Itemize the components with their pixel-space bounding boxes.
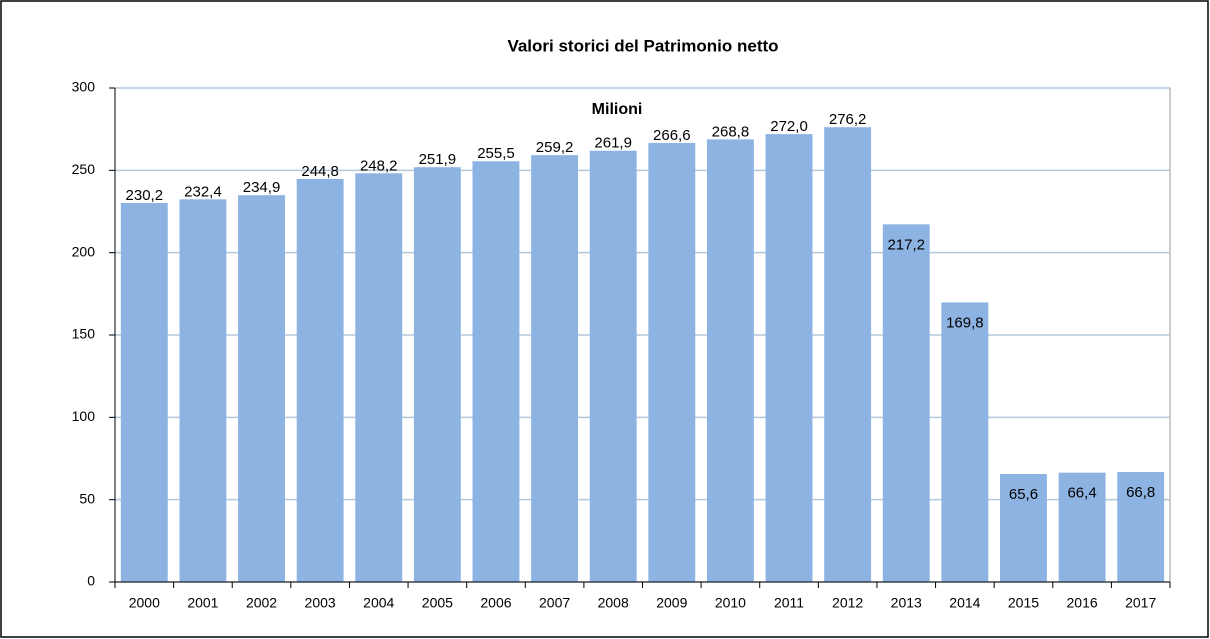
bar [238,195,285,582]
x-tick-label: 2011 [774,595,804,611]
bar [179,199,227,582]
x-tick-label: 2015 [1008,595,1039,611]
x-tick-label: 2000 [129,595,160,611]
bar [1058,472,1106,582]
y-tick-label: 100 [72,408,96,424]
value-label: 261,9 [594,135,632,152]
x-tick-label: 2009 [656,595,687,611]
x-tick-label: 2003 [305,595,336,611]
y-tick-label: 300 [72,79,96,95]
bar [1117,472,1165,582]
value-label: 66,4 [1067,485,1096,502]
bar [1000,473,1047,582]
bar [120,202,168,583]
bar [941,302,989,582]
y-tick-label: 250 [72,161,96,177]
value-label: 234,9 [243,179,281,196]
value-label: 276,2 [829,111,867,128]
bar [413,167,461,583]
x-tick-label: 2006 [480,595,511,611]
x-tick-label: 2014 [949,595,980,611]
value-label: 65,6 [1009,486,1038,503]
value-label: 268,8 [712,123,750,140]
x-tick-label: 2008 [598,595,629,611]
bar [648,142,696,583]
x-tick-label: 2010 [715,595,746,611]
value-label: 244,8 [301,163,339,180]
x-tick-label: 2002 [246,595,277,611]
y-tick-label: 0 [87,573,95,589]
bar [765,134,813,582]
y-tick-label: 150 [72,326,96,342]
value-label: 230,2 [126,187,164,204]
x-tick-label: 2001 [187,595,218,611]
bar [531,155,579,582]
chart-title: Valori storici del Patrimonio netto [507,36,778,55]
value-label: 232,4 [184,183,222,200]
bar [824,127,872,582]
value-label: 248,2 [360,157,398,174]
bar [472,161,520,582]
x-tick-label: 2017 [1125,595,1156,611]
value-label: 266,6 [653,127,691,144]
bar [706,139,754,582]
y-tick-label: 200 [72,243,96,259]
y-tick-label: 50 [79,490,95,506]
x-tick-label: 2007 [539,595,570,611]
bar [589,150,637,582]
annotation: Milioni [592,101,643,118]
x-tick-label: 2016 [1067,595,1098,611]
x-tick-label: 2004 [363,595,394,611]
value-label: 251,9 [419,151,457,168]
x-tick-label: 2005 [422,595,453,611]
value-label: 259,2 [536,139,574,156]
value-label: 217,2 [887,236,925,253]
bar [355,173,403,582]
x-tick-label: 2012 [832,595,863,611]
value-label: 272,0 [770,118,808,135]
bar [296,178,344,582]
value-label: 255,5 [477,145,515,162]
x-tick-label: 2013 [891,595,922,611]
bar [882,224,930,582]
value-label: 66,8 [1126,484,1155,501]
value-label: 169,8 [946,314,984,331]
